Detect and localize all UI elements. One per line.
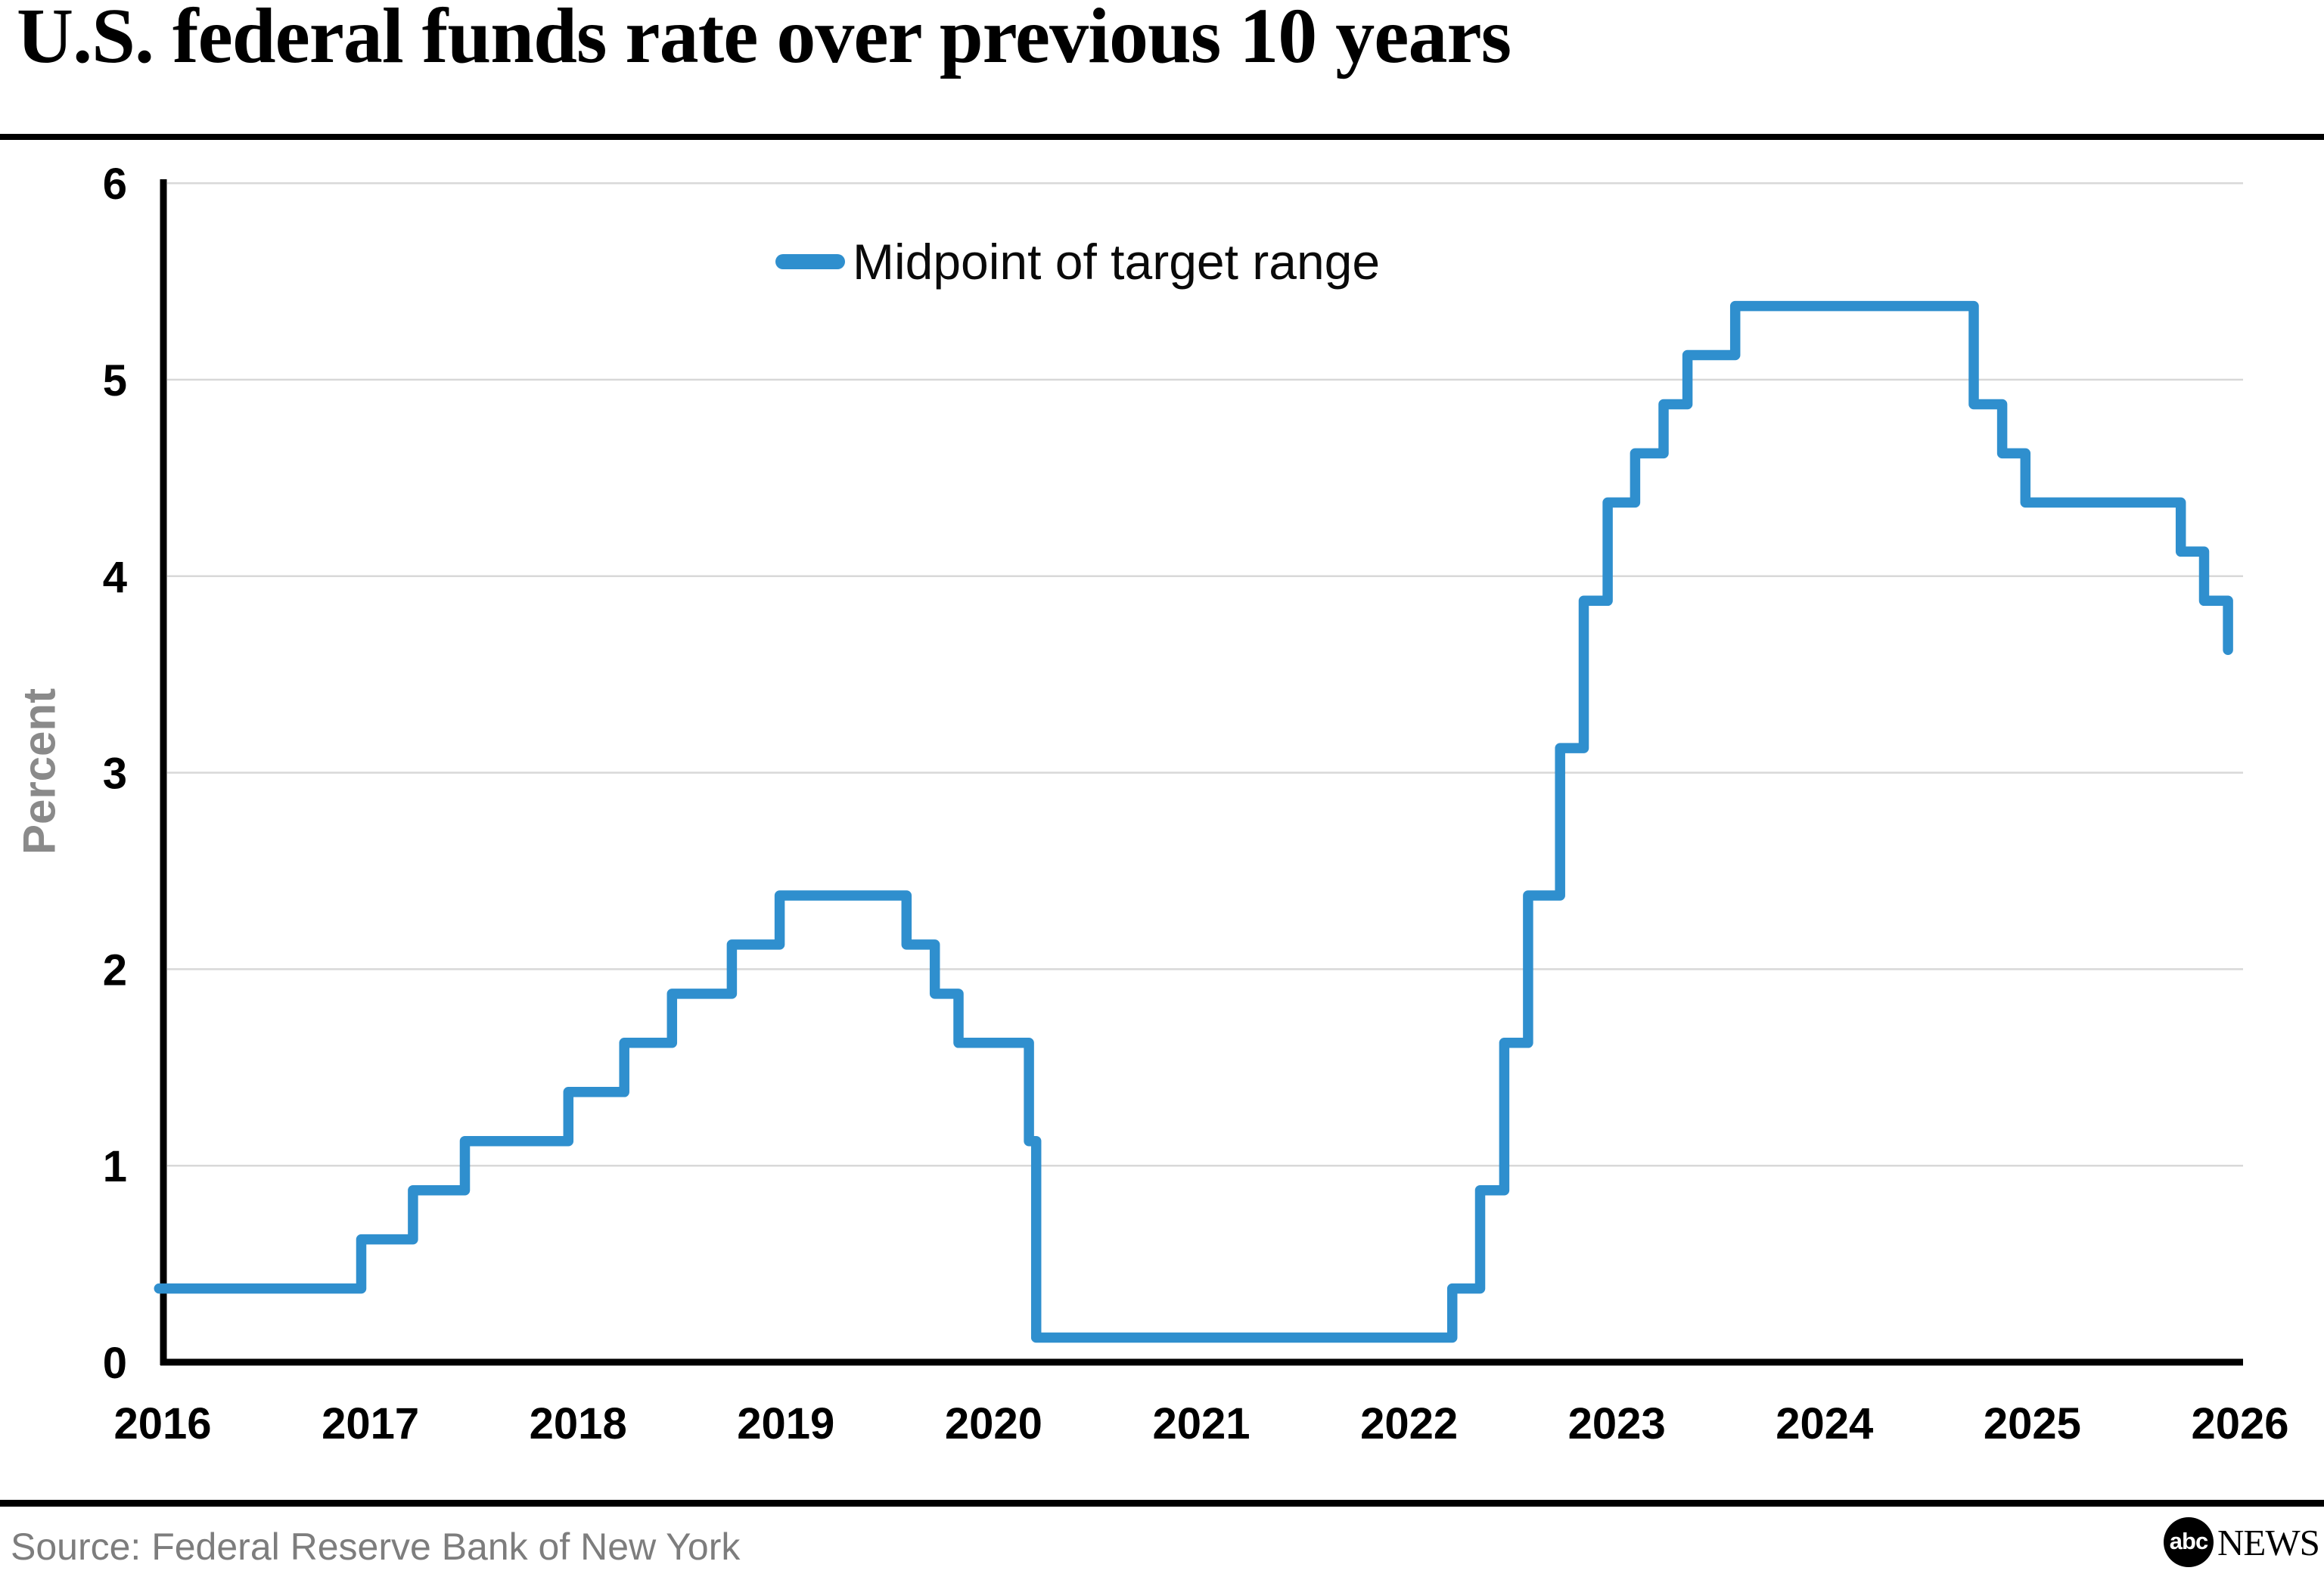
news-logo-text: NEWS <box>2217 1521 2320 1563</box>
svg-text:2: 2 <box>103 945 127 995</box>
gridlines <box>167 182 2243 1167</box>
svg-text:2019: 2019 <box>737 1399 834 1448</box>
svg-text:3: 3 <box>103 750 127 799</box>
rate-step-line <box>154 300 2233 1343</box>
svg-text:2021: 2021 <box>1152 1399 1250 1448</box>
svg-text:2024: 2024 <box>1776 1399 1873 1448</box>
page-title: U.S. federal funds rate over previous 10… <box>17 0 1512 79</box>
svg-text:2025: 2025 <box>1984 1399 2081 1448</box>
svg-text:2016: 2016 <box>113 1399 211 1448</box>
abc-logo-circle-icon: abc <box>2164 1517 2214 1567</box>
source-credit: Source: Federal Reserve Bank of New York <box>11 1526 741 1568</box>
y-axis-title: Percent <box>14 688 65 855</box>
abc-news-logo: abc NEWS <box>2164 1516 2320 1569</box>
axes <box>160 179 2243 1366</box>
abc-logo-text: abc <box>2169 1527 2208 1554</box>
y-tick-labels: 0 1 2 3 4 5 6 <box>103 160 127 1388</box>
svg-text:2026: 2026 <box>2191 1399 2288 1448</box>
svg-text:5: 5 <box>103 356 127 405</box>
legend-line-swatch <box>775 254 845 269</box>
chart-legend: Midpoint of target range <box>775 233 1380 290</box>
footer-divider <box>0 1500 2324 1507</box>
title-divider <box>0 134 2324 140</box>
svg-text:6: 6 <box>103 160 127 209</box>
svg-text:4: 4 <box>103 553 127 602</box>
svg-text:2020: 2020 <box>945 1399 1042 1448</box>
svg-text:2017: 2017 <box>322 1399 419 1448</box>
svg-text:2023: 2023 <box>1568 1399 1666 1448</box>
x-tick-labels: 2016 2017 2018 2019 2020 2021 2022 2023 2024 2025… <box>113 1399 2288 1448</box>
svg-text:2018: 2018 <box>530 1399 627 1448</box>
svg-text:2022: 2022 <box>1360 1399 1458 1448</box>
svg-text:1: 1 <box>103 1142 127 1191</box>
svg-text:0: 0 <box>103 1339 127 1388</box>
legend-label: Midpoint of target range <box>853 234 1381 290</box>
